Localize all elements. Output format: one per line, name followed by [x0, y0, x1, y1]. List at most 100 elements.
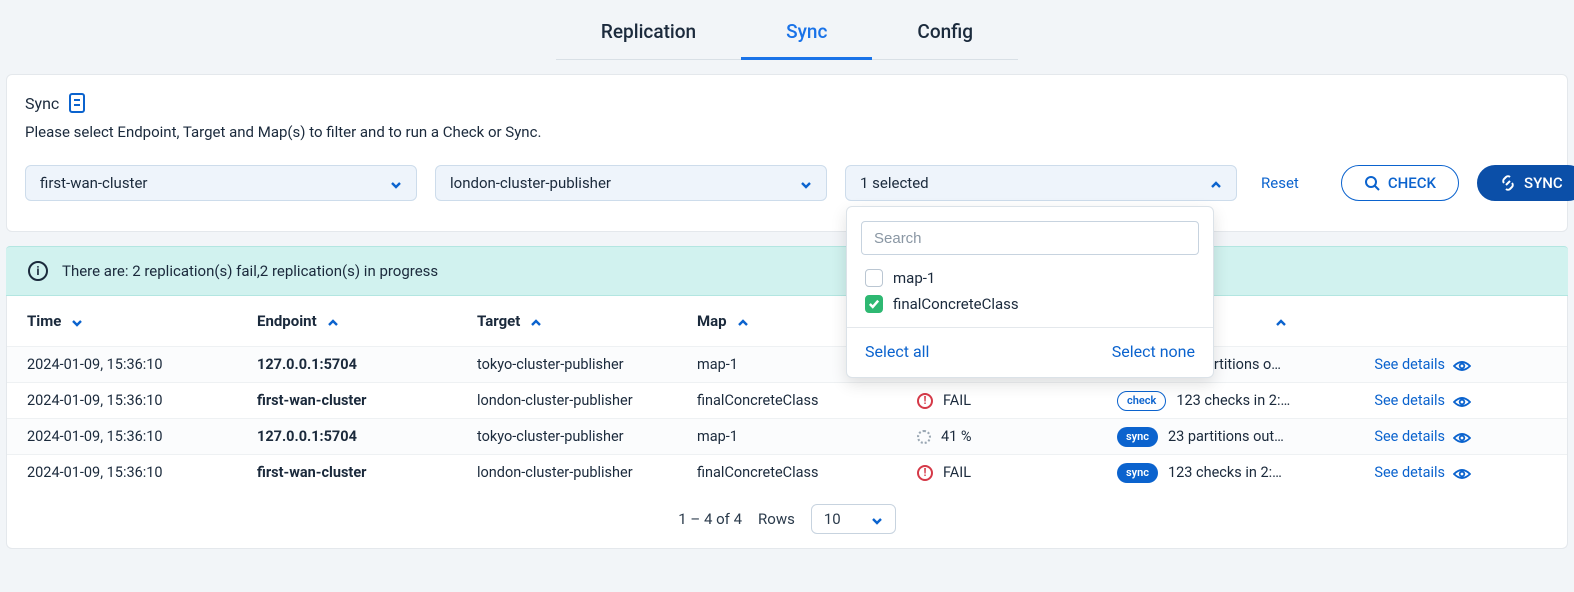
chevron-down-icon [871, 513, 883, 525]
eye-icon [1453, 431, 1471, 443]
pagination: 1 – 4 of 4 Rows 10 [7, 490, 1567, 540]
dropdown-option[interactable]: map-1 [847, 265, 1213, 291]
table-header: Time Endpoint Target Map [7, 296, 1567, 346]
info-icon: i [28, 261, 48, 281]
fail-icon: ! [917, 393, 933, 409]
filter-row: first-wan-cluster london-cluster-publish… [25, 165, 1549, 201]
chevron-down-icon [800, 177, 812, 189]
select-all-link[interactable]: Select all [865, 342, 929, 361]
rows-per-page-select[interactable]: 10 [811, 504, 896, 534]
dropdown-option-label: map-1 [893, 269, 935, 287]
card-title-row: Sync [25, 93, 1549, 113]
sort-up-icon [530, 315, 542, 327]
cell-target: tokyo-cluster-publisher [457, 428, 677, 445]
cell-map: finalConcreteClass [677, 392, 897, 409]
eye-icon [1453, 359, 1471, 371]
cell-time: 2024-01-09, 15:36:10 [7, 464, 237, 481]
col-endpoint[interactable]: Endpoint [237, 312, 457, 330]
cell-endpoint: 127.0.0.1:5704 [237, 356, 457, 373]
table-row: 2024-01-09, 15:36:10127.0.0.1:5704tokyo-… [7, 346, 1567, 382]
see-details-link[interactable]: See details [1374, 392, 1497, 409]
chevron-down-icon [390, 177, 402, 189]
type-pill: sync [1117, 427, 1158, 447]
document-icon [69, 93, 85, 113]
cell-message: sync123 checks in 2:… [1097, 463, 1307, 483]
see-details-link[interactable]: See details [1374, 428, 1497, 445]
maps-select[interactable]: 1 selected map-1 finalConcreteClass Sele… [845, 165, 1237, 201]
page-range: 1 – 4 of 4 [678, 510, 742, 528]
cell-actions: See details [1307, 428, 1517, 445]
type-pill: sync [1117, 463, 1158, 483]
status-banner: i There are: 2 replication(s) fail,2 rep… [6, 246, 1568, 296]
cell-status: !FAIL [897, 392, 1097, 409]
chevron-up-icon [1210, 177, 1222, 189]
maps-dropdown: map-1 finalConcreteClass Select all Sele… [846, 206, 1214, 378]
cell-message: sync23 partitions out… [1097, 427, 1307, 447]
results-table: Time Endpoint Target Map 2024-01-09, 15:… [6, 296, 1568, 549]
maps-select-value: 1 selected [860, 174, 929, 192]
table-row: 2024-01-09, 15:36:10first-wan-clusterlon… [7, 382, 1567, 418]
spinner-icon [917, 430, 931, 444]
cell-message: check123 checks in 2:… [1097, 391, 1307, 411]
cell-status: 41 % [897, 428, 1097, 445]
col-time-label: Time [27, 312, 61, 330]
dropdown-search-input[interactable] [861, 221, 1199, 255]
search-icon [1364, 175, 1380, 191]
dropdown-option-label: finalConcreteClass [893, 295, 1019, 313]
card-subtitle: Please select Endpoint, Target and Map(s… [25, 123, 1549, 141]
cell-target: london-cluster-publisher [457, 392, 677, 409]
status-banner-text: There are: 2 replication(s) fail,2 repli… [62, 262, 438, 280]
link-icon [1500, 175, 1516, 191]
cell-status: !FAIL [897, 464, 1097, 481]
cell-actions: See details [1307, 464, 1517, 481]
col-target[interactable]: Target [457, 312, 677, 330]
cell-time: 2024-01-09, 15:36:10 [7, 392, 237, 409]
cell-actions: See details [1307, 392, 1517, 409]
cell-time: 2024-01-09, 15:36:10 [7, 356, 237, 373]
tab-sync[interactable]: Sync [741, 10, 872, 60]
check-button[interactable]: CHECK [1341, 165, 1459, 201]
sort-up-icon [737, 315, 749, 327]
select-none-link[interactable]: Select none [1112, 342, 1195, 361]
col-target-label: Target [477, 312, 520, 330]
sort-up-icon [327, 315, 339, 327]
rows-per-page-value: 10 [824, 510, 841, 528]
sync-card: Sync Please select Endpoint, Target and … [6, 74, 1568, 232]
table-row: 2024-01-09, 15:36:10127.0.0.1:5704tokyo-… [7, 418, 1567, 454]
type-pill: check [1117, 391, 1166, 411]
col-time[interactable]: Time [7, 312, 237, 330]
sort-up-icon [1275, 315, 1287, 327]
rows-label: Rows [758, 510, 795, 528]
cell-time: 2024-01-09, 15:36:10 [7, 428, 237, 445]
endpoint-select[interactable]: first-wan-cluster [25, 165, 417, 201]
endpoint-select-value: first-wan-cluster [40, 174, 148, 192]
target-select-value: london-cluster-publisher [450, 174, 611, 192]
sync-button-label: SYNC [1524, 174, 1563, 192]
card-title: Sync [25, 94, 59, 113]
dropdown-option[interactable]: finalConcreteClass [847, 291, 1213, 317]
sort-down-icon [71, 315, 83, 327]
dropdown-actions: Select all Select none [847, 328, 1213, 377]
cell-endpoint: first-wan-cluster [237, 392, 457, 409]
cell-map: finalConcreteClass [677, 464, 897, 481]
cell-endpoint: 127.0.0.1:5704 [237, 428, 457, 445]
tabs: Replication Sync Config [0, 0, 1574, 60]
cell-target: london-cluster-publisher [457, 464, 677, 481]
cell-map: map-1 [677, 428, 897, 445]
checkbox-unchecked-icon[interactable] [865, 269, 883, 287]
eye-icon [1453, 395, 1471, 407]
dropdown-search-wrap [861, 221, 1199, 255]
col-map-label: Map [697, 312, 727, 330]
see-details-link[interactable]: See details [1374, 464, 1497, 481]
cell-endpoint: first-wan-cluster [237, 464, 457, 481]
fail-icon: ! [917, 465, 933, 481]
checkbox-checked-icon[interactable] [865, 295, 883, 313]
tab-replication[interactable]: Replication [556, 10, 741, 60]
sync-button[interactable]: SYNC [1477, 165, 1574, 201]
cell-actions: See details [1307, 356, 1517, 373]
check-button-label: CHECK [1388, 174, 1436, 192]
tab-config[interactable]: Config [872, 10, 1018, 60]
see-details-link[interactable]: See details [1374, 356, 1497, 373]
target-select[interactable]: london-cluster-publisher [435, 165, 827, 201]
reset-link[interactable]: Reset [1255, 174, 1305, 192]
